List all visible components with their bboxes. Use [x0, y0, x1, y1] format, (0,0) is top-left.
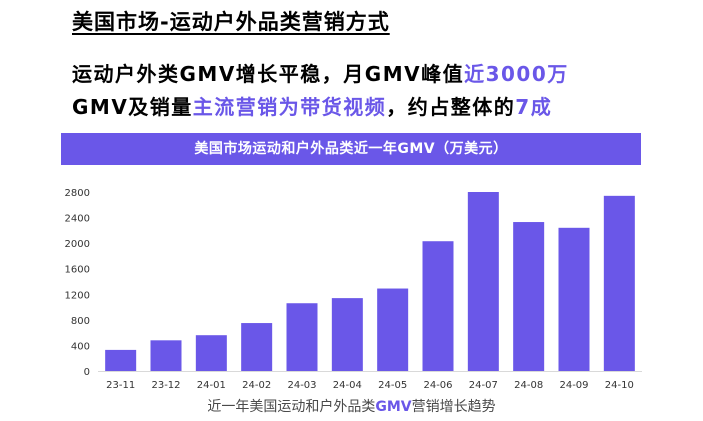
bar-24-01 [195, 335, 227, 371]
bar-24-03 [286, 303, 318, 371]
headline-line2-highlight-2: 7成 [515, 95, 553, 119]
headline-line2-text: GMV及销量 [72, 95, 193, 119]
headline-line1-text: 运动户外类GMV增长平稳，月GMV峰值 [72, 62, 465, 86]
y-tick-label: 2400 [65, 214, 90, 225]
y-tick-label: 800 [71, 316, 90, 327]
chart-caption-highlight: GMV [375, 399, 412, 415]
y-tick-label: 0 [84, 367, 90, 378]
x-tick-label: 24-10 [605, 380, 634, 391]
bar-24-10 [603, 195, 635, 371]
bar-24-08 [513, 222, 545, 371]
bar-24-09 [558, 227, 590, 371]
bar-24-07 [467, 192, 499, 371]
x-tick-label: 23-11 [106, 380, 135, 391]
y-tick-label: 400 [71, 341, 90, 352]
y-tick-label: 2800 [65, 188, 90, 199]
x-tick-label: 24-02 [242, 380, 271, 391]
x-tick-label: 23-12 [151, 380, 180, 391]
y-tick-label: 1200 [65, 290, 90, 301]
gmv-bar-chart: 0 400 800 1200 1600 2000 2400 2800 23-11 23-12 24-… [65, 188, 642, 391]
bar-24-04 [331, 298, 363, 371]
y-tick-label: 1600 [65, 265, 90, 276]
headline-line-1: 运动户外类GMV增长平稳，月GMV峰值近3000万 [72, 58, 569, 91]
chart-caption-text-2: 营销增长趋势 [411, 399, 496, 415]
chart-caption-text: 近一年美国运动和户外品类 [207, 399, 376, 415]
y-tick-label: 2000 [65, 239, 90, 250]
x-tick-label: 24-06 [423, 380, 452, 391]
x-tick-label: 24-04 [333, 380, 362, 391]
chart-title-banner: 美国市场运动和户外品类近一年GMV（万美元） [61, 133, 641, 165]
x-tick-label: 24-07 [469, 380, 498, 391]
headline-line2-text-2: ，约占整体的 [386, 95, 516, 119]
bar-23-11 [105, 349, 137, 371]
x-tick-label: 24-09 [559, 380, 588, 391]
x-tick-label: 24-08 [514, 380, 543, 391]
bar-23-12 [150, 340, 182, 371]
headline-line-2: GMV及销量主流营销为带货视频，约占整体的7成 [72, 91, 569, 124]
bar-24-02 [241, 323, 273, 371]
headline: 运动户外类GMV增长平稳，月GMV峰值近3000万 GMV及销量主流营销为带货视… [72, 58, 569, 124]
bar-24-06 [422, 241, 454, 371]
x-tick-label: 24-05 [378, 380, 407, 391]
headline-line2-highlight: 主流营销为带货视频 [192, 95, 387, 119]
bar-24-05 [377, 288, 409, 371]
x-tick-label: 24-03 [287, 380, 316, 391]
page-title: 美国市场-运动户外品类营销方式 [72, 10, 390, 34]
x-tick-label: 24-01 [197, 380, 226, 391]
headline-line1-highlight: 近3000万 [464, 62, 569, 86]
chart-caption: 近一年美国运动和户外品类GMV营销增长趋势 [0, 396, 703, 416]
